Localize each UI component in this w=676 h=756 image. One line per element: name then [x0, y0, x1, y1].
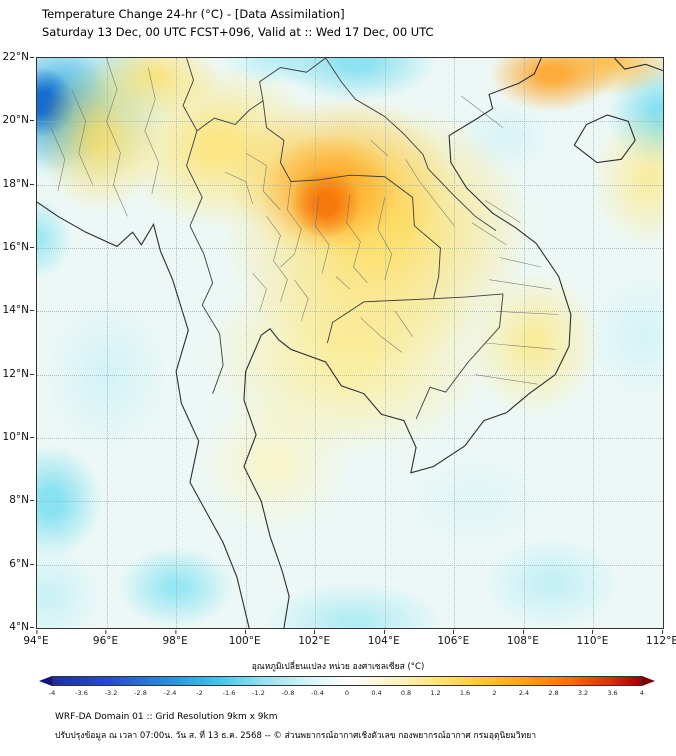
x-tick-label: 110°E [576, 630, 609, 647]
footer-model-info: WRF-DA Domain 01 :: Grid Resolution 9km … [55, 712, 278, 722]
grid-lines [37, 58, 663, 628]
gridline-vertical [245, 58, 247, 628]
colorbar-tick-label: -2.4 [163, 689, 177, 697]
x-tick-label: 98°E [162, 630, 188, 647]
colorbar-tick-label: 3.2 [577, 689, 589, 697]
coastlines [37, 58, 663, 628]
colorbar-tick-label: 4 [639, 689, 645, 697]
footer-update-info: ปรับปรุงข้อมูล ณ เวลา 07:00น. วัน ส. ที่… [55, 731, 536, 741]
colorbar-tick-label: -3.2 [104, 689, 118, 697]
colorbar-tick-label: 0 [344, 689, 350, 697]
country-borders [183, 58, 503, 419]
y-tick-label: 16°N [2, 241, 35, 253]
colorbar-tick-label: 2.4 [518, 689, 530, 697]
colorbar-tick-label: 2 [492, 689, 497, 697]
colorbar-ticks: -4 -3.6 -3.2 -2.8 -2.4 -2 -1.6 -1.2 -0.8 -0.4 0 0.4… [48, 689, 645, 699]
gridline-vertical [106, 58, 108, 628]
chart-title: Temperature Change 24-hr (°C) - [Data As… [42, 7, 345, 21]
gridline-vertical [593, 58, 595, 628]
gridline-horizontal [37, 564, 663, 566]
y-tick-label: 4°N [9, 621, 34, 633]
gridline-horizontal [37, 184, 663, 186]
x-tick-label: 96°E [92, 630, 119, 647]
x-tick-label: 112°E [646, 630, 676, 647]
colorbar-left-arrow [39, 676, 52, 686]
colorbar-right-arrow [642, 676, 655, 686]
x-tick-label: 100°E [228, 630, 261, 647]
colorbar-tick-label: -1.2 [252, 689, 265, 697]
x-tick-label: 94°E [23, 630, 49, 647]
colorbar-gradient [52, 676, 642, 686]
gridline-horizontal [37, 438, 663, 439]
colorbar-tick-label: -4 [48, 689, 56, 697]
gridline-vertical [315, 58, 317, 628]
y-tick-label: 20°N [2, 114, 35, 127]
gridline-vertical [454, 58, 456, 628]
colorbar-tick-label: 2.8 [548, 689, 559, 697]
colorbar-title: อุณหภูมิเปลี่ยนแปลง หน่วย องศาเซลเซียส (… [251, 662, 425, 672]
y-tick-label: 14°N [2, 304, 35, 317]
colorbar-tick-label: -0.4 [311, 689, 324, 697]
y-tick-label: 8°N [9, 494, 34, 507]
gridline-horizontal [37, 121, 663, 123]
colorbar-tick-label: 1.6 [459, 689, 471, 697]
x-axis: 94°E 96°E 98°E 100°E 102°E 104°E 106°E 108°E 110… [23, 630, 676, 647]
y-axis: 22°N 20°N 18°N 16°N 14°N 12°N 10°N 8°N 6°N 4°N [0, 51, 35, 633]
gridline-horizontal [37, 501, 663, 503]
colorbar-tick-label: -1.6 [222, 689, 236, 697]
x-tick-label: 104°E [367, 630, 400, 647]
gridline-vertical [176, 58, 178, 628]
map-plot-area [36, 57, 664, 629]
gridline-horizontal [37, 374, 663, 376]
x-tick-label: 108°E [506, 630, 539, 647]
gridline-horizontal [37, 248, 663, 249]
chart-subtitle: Saturday 13 Dec, 00 UTC FCST+096, Valid … [42, 25, 434, 39]
colorbar-tick-label: 3.6 [607, 689, 618, 697]
x-tick-label: 102°E [298, 630, 331, 647]
y-tick-label: 18°N [2, 177, 35, 190]
y-tick-label: 10°N [2, 431, 35, 443]
gridline-vertical [384, 58, 386, 628]
colorbar-tick-label: -2 [196, 689, 203, 697]
map-overlay [37, 58, 663, 628]
gridline-horizontal [37, 311, 663, 313]
colorbar-tick-label: 1.2 [430, 689, 441, 697]
y-tick-label: 22°N [2, 51, 35, 63]
colorbar-tick-label: 0.4 [371, 689, 382, 697]
colorbar-tick-label: -3.6 [75, 689, 88, 697]
y-tick-label: 12°N [2, 367, 35, 380]
colorbar-tick-label: 0.8 [400, 689, 412, 697]
gridline-vertical [523, 58, 525, 628]
x-tick-label: 106°E [437, 630, 470, 647]
colorbar-tick-label: -0.8 [281, 689, 295, 697]
colorbar [39, 676, 655, 686]
y-tick-label: 6°N [9, 557, 34, 570]
province-boundaries [51, 58, 559, 384]
colorbar-tick-label: -2.8 [134, 689, 147, 697]
